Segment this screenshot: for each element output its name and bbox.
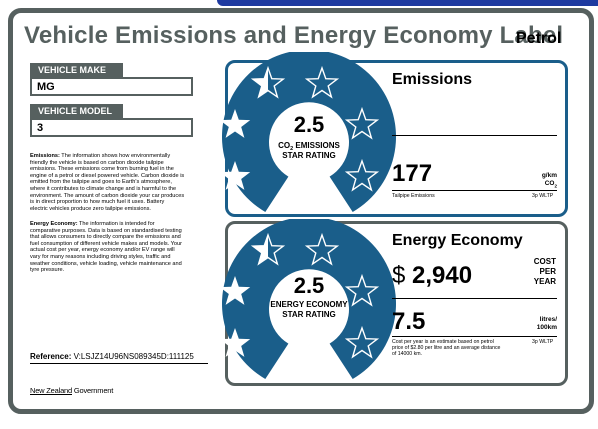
emissions-rating-label: CO2 EMISSIONS	[278, 141, 340, 152]
fuel-type: Petrol	[516, 30, 562, 47]
emissions-value: 177	[392, 160, 433, 187]
nz-government-logo: New Zealand Government	[30, 386, 114, 395]
star-full-icon	[219, 161, 251, 190]
currency-symbol: $	[392, 262, 406, 289]
star-empty-icon	[344, 273, 380, 307]
energy-info: Energy Economy: The information is inten…	[30, 221, 202, 274]
emissions-title: Emissions	[392, 71, 473, 88]
label-title: Vehicle Emissions and Energy Economy Lab…	[24, 22, 564, 49]
energy-rating-label-2: STAR RATING	[282, 310, 335, 319]
emissions-rating-number: 2.5	[294, 112, 325, 137]
star-full-icon	[219, 328, 251, 357]
star-empty-icon	[344, 158, 380, 192]
star-full-icon	[219, 109, 251, 138]
energy-info-line: weather conditions, vehicle loading, veh…	[30, 260, 182, 267]
divider	[392, 298, 557, 299]
energy-star-rating-graphic: 2.5 ENERGY ECONOMY STAR RATING	[219, 219, 396, 379]
energy-info-line: comparative purposes. Data is based on s…	[30, 227, 182, 234]
emissions-info-line: where it contributes to climate change a…	[30, 185, 177, 192]
reference: Reference: V:LSJZ14U96NS089345D:111125	[30, 352, 208, 364]
star-empty-icon	[304, 232, 340, 266]
reference-label: Reference:	[30, 352, 72, 361]
emissions-info: Emissions: The information shows how env…	[30, 153, 202, 212]
emissions-info-line: engine of a petrol or diesel powered veh…	[30, 172, 185, 179]
energy-economy-value: 7.5	[392, 308, 426, 335]
energy-economy-unit: litres/100km	[536, 316, 557, 331]
reference-value: V:LSJZ14U96NS089345D:111125	[73, 352, 194, 361]
emissions-info-line: The information shows how environmentall…	[61, 153, 171, 159]
emissions-info-line: environment. The amount of carbon dioxid…	[30, 192, 185, 199]
energy-info-line: tyre pressure.	[30, 267, 65, 274]
energy-info-line: vary for many reasons including driving …	[30, 253, 171, 260]
star-half-fill	[252, 68, 268, 97]
divider	[392, 336, 557, 337]
energy-rating-label: ENERGY ECONOMY	[270, 300, 348, 309]
emissions-info-line: is in direct proportion to how much fuel…	[30, 199, 165, 206]
energy-info-heading: Energy Economy:	[30, 221, 78, 227]
emissions-unit: g/km CO2	[541, 172, 557, 188]
cost-per-year-label: COST PER YEAR	[533, 257, 556, 286]
energy-info-line: that allows consumers to directly compar…	[30, 234, 181, 241]
vehicle-make-value: MG	[30, 77, 193, 96]
energy-rating-number: 2.5	[294, 273, 325, 298]
emissions-info-line: emissions. These emissions come from bur…	[30, 166, 174, 173]
energy-title: Energy Economy	[392, 232, 523, 249]
energy-cost-value: 2,940	[412, 262, 473, 289]
emissions-info-line: friendly the vehicle is based on carbon …	[30, 159, 164, 166]
star-half-fill	[252, 235, 268, 264]
star-empty-icon	[344, 325, 380, 359]
star-empty-icon	[344, 106, 380, 140]
vehicle-make-label: VEHICLE MAKE	[30, 63, 123, 77]
energy-info-line: fuel consumption of different vehicle ma…	[30, 240, 182, 247]
emissions-info-line: electric vehicles produce zero tailpipe …	[30, 205, 151, 212]
energy-info-line: actual cost per year, energy economy and…	[30, 247, 175, 254]
vehicle-model-value: 3	[30, 118, 193, 137]
top-color-strip	[217, 0, 598, 6]
star-full-icon	[219, 276, 251, 305]
emissions-rating-label-2: STAR RATING	[282, 151, 335, 160]
energy-cost-note: Cost per year is an estimate based on pe…	[392, 339, 501, 357]
emissions-test-standard: 3p WLTP	[532, 193, 554, 199]
emissions-note: Tailpipe Emissions	[392, 193, 435, 199]
emissions-star-rating-graphic: 2.5 CO2 EMISSIONS STAR RATING	[219, 52, 396, 212]
energy-test-standard: 3p WLTP	[532, 339, 554, 345]
energy-cost: $ 2,940	[392, 262, 472, 290]
star-empty-icon	[304, 65, 340, 99]
divider	[392, 190, 557, 191]
emissions-info-heading: Emissions:	[30, 153, 60, 159]
divider	[392, 135, 557, 136]
vehicle-model-label: VEHICLE MODEL	[30, 104, 123, 118]
emissions-info-line: emitted from the tailpipe and goes to Ea…	[30, 179, 172, 186]
energy-info-line: The information is intended for	[79, 221, 155, 227]
